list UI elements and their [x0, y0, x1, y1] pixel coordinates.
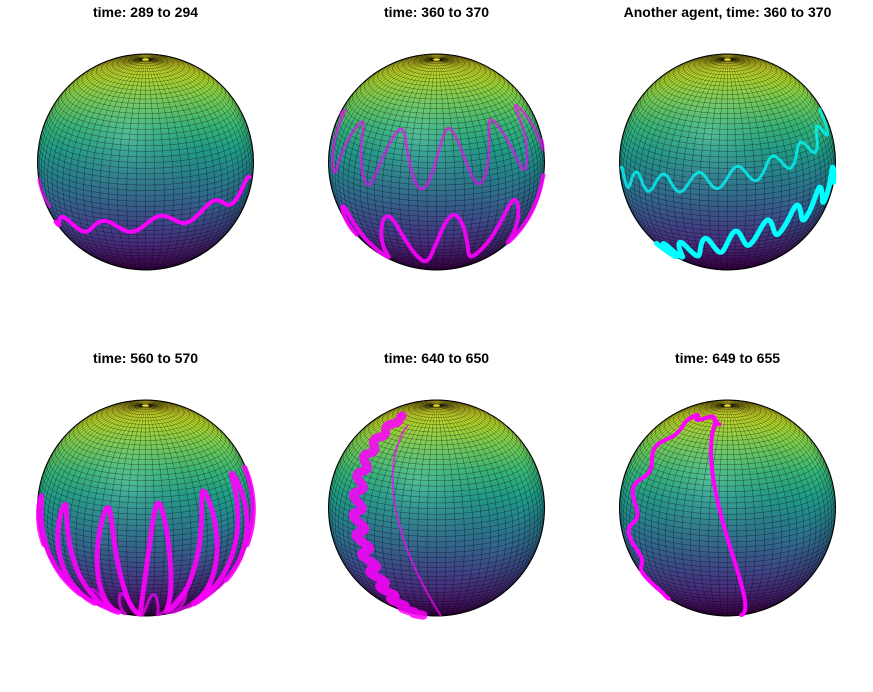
trajectory-path	[694, 413, 722, 427]
trajectory-path	[709, 418, 748, 617]
trajectory-path	[391, 425, 442, 617]
trajectory-path	[53, 174, 252, 234]
trajectory	[37, 174, 252, 234]
panel-title: time: 289 to 294	[92, 4, 199, 20]
panel-title: time: 649 to 655	[674, 350, 781, 366]
trajectory-path	[37, 177, 51, 208]
trajectory	[36, 464, 256, 617]
panel-2: time: 360 to 370	[291, 0, 582, 346]
trajectory-path	[626, 412, 700, 601]
panel-1: time: 289 to 294	[0, 0, 291, 346]
sphere-plot	[328, 53, 546, 271]
sphere-plot	[619, 399, 836, 617]
sphere-plot	[328, 399, 545, 620]
trajectory	[626, 412, 748, 617]
panel-title: time: 640 to 650	[383, 350, 490, 366]
trajectory-path	[340, 173, 546, 264]
sphere-plot	[37, 53, 254, 271]
panel-6: time: 649 to 655	[582, 346, 873, 692]
panel-4: time: 560 to 570	[0, 346, 291, 692]
trajectory-path	[654, 164, 837, 260]
panel-title: Another agent, time: 360 to 370	[623, 4, 832, 20]
trajectory-path	[331, 103, 545, 191]
trajectory	[331, 103, 546, 264]
trajectory-path	[348, 411, 428, 620]
trajectory-path	[58, 571, 230, 617]
panel-title: time: 360 to 370	[383, 4, 490, 20]
panel-3: Another agent, time: 360 to 370	[582, 0, 873, 346]
sphere-plot	[36, 399, 256, 617]
sphere-plot	[619, 53, 837, 271]
trajectory	[619, 107, 837, 260]
trajectory-path	[619, 107, 830, 194]
trajectory	[348, 411, 442, 620]
panel-title: time: 560 to 570	[92, 350, 199, 366]
panel-5: time: 640 to 650	[291, 346, 582, 692]
